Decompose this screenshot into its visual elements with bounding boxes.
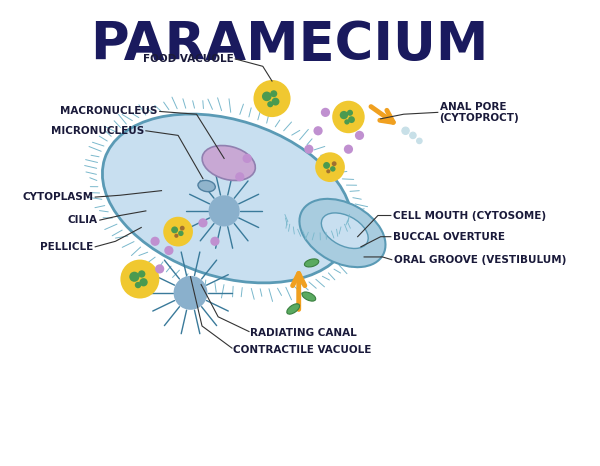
Circle shape [348,116,355,123]
Circle shape [416,138,422,144]
Circle shape [164,246,173,255]
Circle shape [211,237,220,246]
Circle shape [135,282,141,288]
Circle shape [316,153,344,181]
Circle shape [304,144,313,154]
Circle shape [321,108,330,117]
Circle shape [151,237,160,246]
Circle shape [209,196,239,226]
Text: MACRONUCLEUS: MACRONUCLEUS [61,106,158,116]
Text: ORAL GROOVE (VESTIBULUM): ORAL GROOVE (VESTIBULUM) [394,255,566,265]
Circle shape [402,127,409,135]
Ellipse shape [322,213,368,248]
Circle shape [332,161,337,166]
Circle shape [326,169,331,173]
Circle shape [344,119,350,124]
Circle shape [267,101,274,107]
Text: BUCCAL OVERTURE: BUCCAL OVERTURE [392,232,505,242]
Circle shape [347,110,353,116]
Ellipse shape [198,180,215,192]
Text: PELLICLE: PELLICLE [40,242,94,252]
Ellipse shape [103,114,352,283]
Circle shape [155,264,164,274]
Text: ANAL PORE
(CYTOPROCT): ANAL PORE (CYTOPROCT) [440,102,520,123]
Text: CONTRACTILE VACUOLE: CONTRACTILE VACUOLE [233,345,372,355]
Circle shape [344,144,353,154]
Circle shape [175,277,206,309]
Ellipse shape [304,259,319,267]
Circle shape [178,231,184,236]
Text: CELL MOUTH (CYTOSOME): CELL MOUTH (CYTOSOME) [392,211,546,220]
Circle shape [242,154,252,163]
Ellipse shape [302,292,316,301]
Circle shape [164,218,192,246]
Circle shape [272,98,280,105]
Circle shape [235,172,244,181]
Text: FOOD VACUOLE: FOOD VACUOLE [143,54,233,64]
Ellipse shape [202,145,256,180]
Circle shape [254,81,290,116]
Circle shape [139,278,148,287]
Circle shape [180,226,185,231]
Circle shape [340,111,348,119]
Circle shape [330,166,335,171]
Circle shape [121,260,158,297]
Circle shape [410,132,416,138]
Circle shape [199,218,208,227]
Circle shape [138,270,145,278]
Text: MICRONUCLEUS: MICRONUCLEUS [51,126,144,136]
Text: PARAMECIUM: PARAMECIUM [91,19,489,71]
Circle shape [333,102,364,132]
Ellipse shape [299,199,385,267]
Circle shape [171,226,178,233]
Text: CILIA: CILIA [68,215,98,225]
Circle shape [313,126,323,136]
Circle shape [174,233,178,238]
Text: CYTOPLASM: CYTOPLASM [22,192,94,202]
Text: RADIATING CANAL: RADIATING CANAL [250,329,357,338]
Circle shape [270,90,277,97]
Circle shape [262,91,272,101]
Circle shape [323,162,330,169]
Ellipse shape [287,304,299,314]
Circle shape [129,272,139,282]
Circle shape [355,131,364,140]
